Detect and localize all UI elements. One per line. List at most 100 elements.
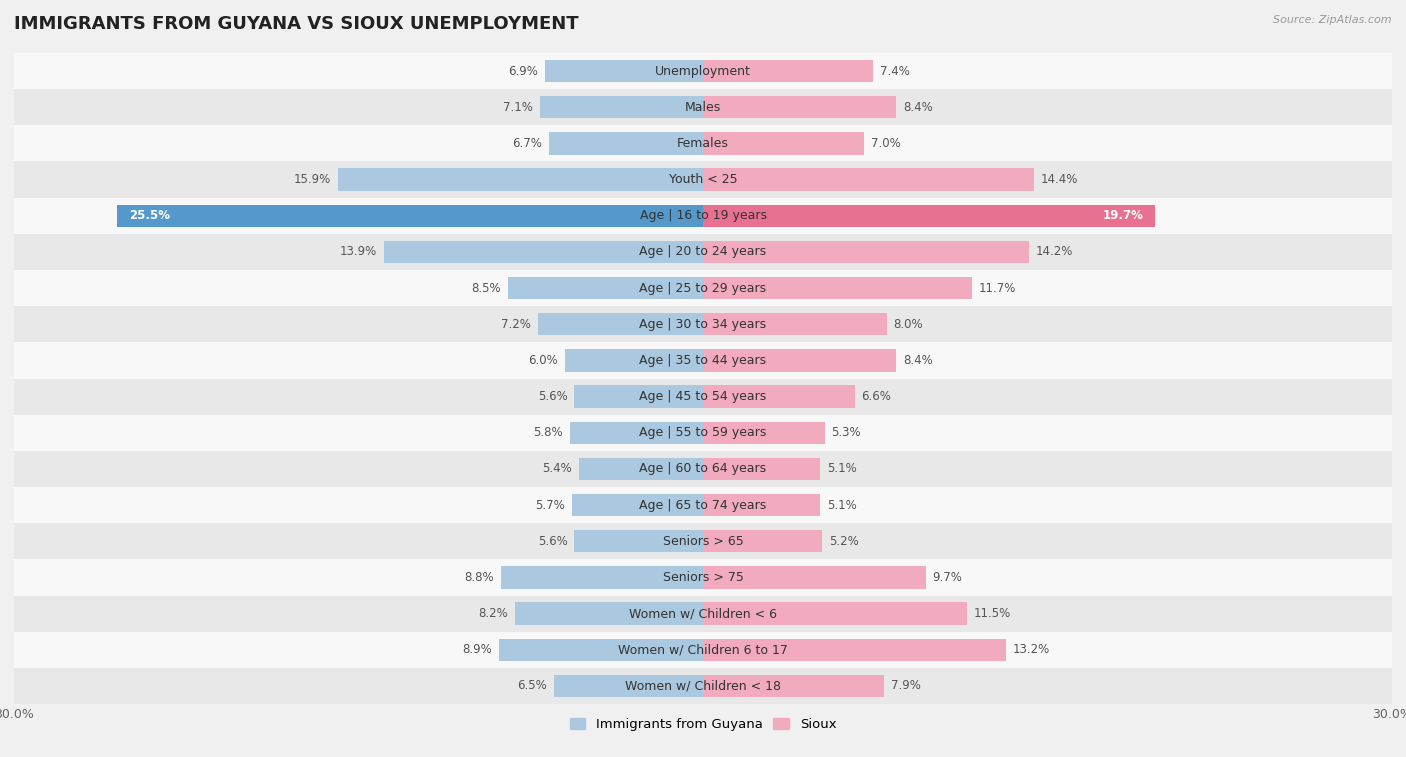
Bar	[569, 422, 703, 444]
Bar	[14, 89, 1392, 126]
Bar	[703, 277, 972, 299]
Text: 8.4%: 8.4%	[903, 354, 932, 367]
Bar	[499, 639, 703, 661]
Text: 5.1%: 5.1%	[827, 463, 856, 475]
Text: Males: Males	[685, 101, 721, 114]
Text: 7.4%: 7.4%	[880, 64, 910, 77]
Bar	[14, 487, 1392, 523]
Bar	[14, 596, 1392, 631]
Text: Seniors > 75: Seniors > 75	[662, 571, 744, 584]
Bar	[14, 306, 1392, 342]
Text: 5.7%: 5.7%	[536, 499, 565, 512]
Text: Females: Females	[678, 137, 728, 150]
Text: 8.5%: 8.5%	[471, 282, 501, 294]
Text: 13.9%: 13.9%	[340, 245, 377, 258]
Bar	[575, 530, 703, 553]
Text: Age | 16 to 19 years: Age | 16 to 19 years	[640, 209, 766, 223]
Bar	[703, 132, 863, 154]
Bar	[703, 639, 1007, 661]
Bar	[575, 385, 703, 408]
Text: Youth < 25: Youth < 25	[669, 173, 737, 186]
Text: 5.6%: 5.6%	[537, 534, 568, 548]
Bar	[565, 349, 703, 372]
Bar	[14, 198, 1392, 234]
Bar	[703, 96, 896, 118]
Text: 7.2%: 7.2%	[501, 318, 531, 331]
Text: 7.1%: 7.1%	[503, 101, 533, 114]
Bar	[703, 168, 1033, 191]
Bar	[14, 523, 1392, 559]
Text: 5.6%: 5.6%	[537, 390, 568, 403]
Bar	[579, 458, 703, 480]
Bar	[384, 241, 703, 263]
Bar	[540, 96, 703, 118]
Text: Age | 60 to 64 years: Age | 60 to 64 years	[640, 463, 766, 475]
Bar	[554, 674, 703, 697]
Text: 19.7%: 19.7%	[1104, 209, 1144, 223]
Text: Age | 45 to 54 years: Age | 45 to 54 years	[640, 390, 766, 403]
Bar	[14, 668, 1392, 704]
Bar	[14, 415, 1392, 451]
Text: 6.5%: 6.5%	[517, 680, 547, 693]
Text: 5.1%: 5.1%	[827, 499, 856, 512]
Text: 8.2%: 8.2%	[478, 607, 508, 620]
Bar	[703, 566, 925, 589]
Text: Age | 20 to 24 years: Age | 20 to 24 years	[640, 245, 766, 258]
Text: Women w/ Children < 18: Women w/ Children < 18	[626, 680, 780, 693]
Text: 13.2%: 13.2%	[1012, 643, 1050, 656]
Legend: Immigrants from Guyana, Sioux: Immigrants from Guyana, Sioux	[564, 713, 842, 737]
Bar	[703, 385, 855, 408]
Bar	[515, 603, 703, 625]
Bar	[703, 422, 825, 444]
Text: Women w/ Children 6 to 17: Women w/ Children 6 to 17	[619, 643, 787, 656]
Bar	[537, 313, 703, 335]
Text: 7.0%: 7.0%	[870, 137, 900, 150]
Text: 7.9%: 7.9%	[891, 680, 921, 693]
Bar	[703, 60, 873, 83]
Bar	[572, 494, 703, 516]
Text: Unemployment: Unemployment	[655, 64, 751, 77]
Bar	[14, 378, 1392, 415]
Bar	[14, 126, 1392, 161]
Bar	[501, 566, 703, 589]
Text: Seniors > 65: Seniors > 65	[662, 534, 744, 548]
Text: Women w/ Children < 6: Women w/ Children < 6	[628, 607, 778, 620]
Text: 8.0%: 8.0%	[894, 318, 924, 331]
Bar	[14, 342, 1392, 378]
Bar	[703, 349, 896, 372]
Text: IMMIGRANTS FROM GUYANA VS SIOUX UNEMPLOYMENT: IMMIGRANTS FROM GUYANA VS SIOUX UNEMPLOY…	[14, 15, 579, 33]
Bar	[14, 451, 1392, 487]
Bar	[117, 204, 703, 227]
Text: 6.7%: 6.7%	[512, 137, 543, 150]
Text: 5.4%: 5.4%	[543, 463, 572, 475]
Bar	[703, 530, 823, 553]
Bar	[14, 234, 1392, 270]
Text: 6.9%: 6.9%	[508, 64, 537, 77]
Text: 8.4%: 8.4%	[903, 101, 932, 114]
Text: 5.8%: 5.8%	[533, 426, 562, 439]
Bar	[508, 277, 703, 299]
Text: 6.6%: 6.6%	[862, 390, 891, 403]
Text: Source: ZipAtlas.com: Source: ZipAtlas.com	[1274, 15, 1392, 25]
Bar	[703, 204, 1156, 227]
Bar	[703, 494, 820, 516]
Text: Age | 35 to 44 years: Age | 35 to 44 years	[640, 354, 766, 367]
Text: 15.9%: 15.9%	[294, 173, 330, 186]
Text: 8.8%: 8.8%	[464, 571, 494, 584]
Bar	[703, 313, 887, 335]
Bar	[703, 241, 1029, 263]
Text: 11.5%: 11.5%	[974, 607, 1011, 620]
Text: Age | 55 to 59 years: Age | 55 to 59 years	[640, 426, 766, 439]
Text: 11.7%: 11.7%	[979, 282, 1017, 294]
Text: Age | 65 to 74 years: Age | 65 to 74 years	[640, 499, 766, 512]
Text: 6.0%: 6.0%	[529, 354, 558, 367]
Bar	[14, 161, 1392, 198]
Text: Age | 30 to 34 years: Age | 30 to 34 years	[640, 318, 766, 331]
Bar	[544, 60, 703, 83]
Text: 14.2%: 14.2%	[1036, 245, 1073, 258]
Text: 8.9%: 8.9%	[463, 643, 492, 656]
Bar	[703, 458, 820, 480]
Text: 9.7%: 9.7%	[932, 571, 963, 584]
Bar	[550, 132, 703, 154]
Bar	[14, 53, 1392, 89]
